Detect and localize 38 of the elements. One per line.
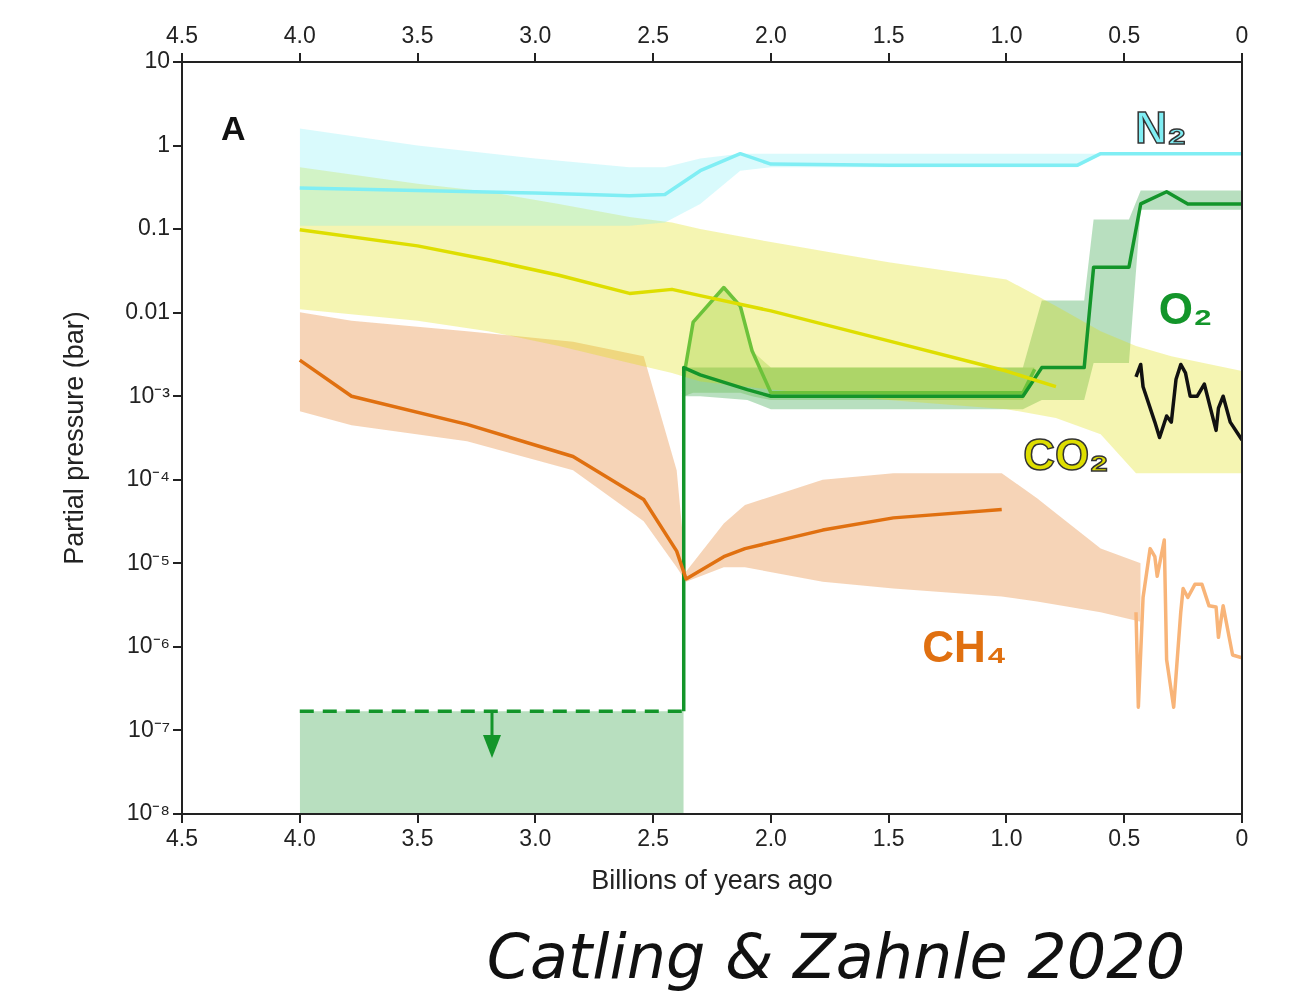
x2-tick-label: 3.5 xyxy=(401,21,434,48)
x-tick-label: 2.0 xyxy=(754,825,787,852)
y-tick-label: 10⁻³ xyxy=(128,381,171,408)
x2-tick-label: 2.5 xyxy=(637,21,670,48)
x-tick-label: 3.0 xyxy=(519,825,552,852)
y-tick-label: 10⁻⁵ xyxy=(126,548,170,575)
y-tick-label: 1 xyxy=(157,130,170,157)
x-axis-title: Billions of years ago xyxy=(591,865,833,896)
y-tick-label: 10⁻⁶ xyxy=(126,632,170,659)
series-label: N₂ xyxy=(1135,103,1187,153)
x2-tick-label: 3.0 xyxy=(519,21,552,48)
x-tick-label: 1.5 xyxy=(872,825,905,852)
x2-tick-label: 1.0 xyxy=(990,21,1023,48)
x-tick-label: 4.5 xyxy=(166,825,198,852)
series-label: O₂ xyxy=(1158,284,1213,334)
annotation: A xyxy=(221,109,246,148)
text: Catling & Zahnle 2020 xyxy=(486,919,1186,993)
x2-tick-label: 4.0 xyxy=(283,21,316,48)
x-tick-label: 1.0 xyxy=(990,825,1023,852)
x2-tick-label: 0 xyxy=(1235,21,1249,48)
y-tick-label: 10⁻⁷ xyxy=(128,715,170,742)
text: CH₄ xyxy=(922,621,1007,671)
series-label: CO₂ xyxy=(1023,430,1109,480)
x2-tick-label: 4.5 xyxy=(166,21,198,48)
y-axis-title: Partial pressure (bar) xyxy=(58,311,89,565)
x-tick-label: 0 xyxy=(1235,825,1249,852)
x-tick-label: 4.0 xyxy=(283,825,316,852)
x2-tick-label: 0.5 xyxy=(1108,21,1141,48)
x2-tick-label: 2.0 xyxy=(754,21,787,48)
x-tick-label: 0.5 xyxy=(1108,825,1141,852)
y-tick-label: 0.01 xyxy=(125,298,170,325)
x-tick-label: 3.5 xyxy=(401,825,434,852)
x2-tick-label: 1.5 xyxy=(872,21,905,48)
y-tick-label: 10⁻⁸ xyxy=(126,799,170,826)
y-tick-label: 0.1 xyxy=(138,214,170,241)
y-tick-label: 10 xyxy=(144,47,170,74)
x-tick-label: 2.5 xyxy=(637,825,670,852)
y-tick-label: 10⁻⁴ xyxy=(126,465,170,492)
